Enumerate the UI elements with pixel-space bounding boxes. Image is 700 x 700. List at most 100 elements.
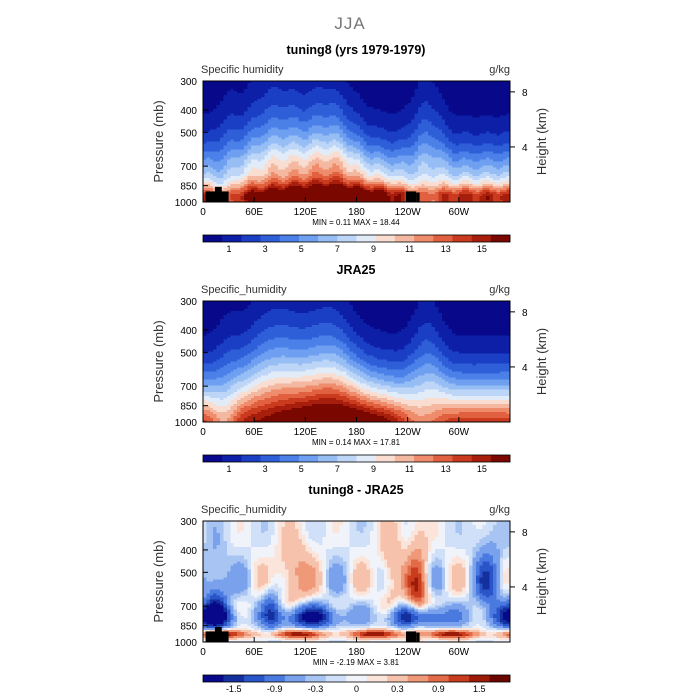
heatmap-cell <box>506 109 511 112</box>
heatmap-cell <box>359 93 364 96</box>
heatmap-cell <box>486 189 490 193</box>
heatmap-cell <box>380 189 385 193</box>
heatmap-cell <box>237 179 241 183</box>
heatmap-cell <box>472 113 477 116</box>
heatmap-cell <box>271 183 276 187</box>
heatmap-cell <box>383 149 388 152</box>
heatmap-cell <box>421 99 426 102</box>
heatmap-cell <box>295 171 299 175</box>
heatmap-cell <box>342 135 347 138</box>
heatmap-cell <box>400 125 405 128</box>
heatmap-cell <box>284 183 289 187</box>
heatmap-cell <box>417 161 422 165</box>
heatmap-cell <box>230 81 235 84</box>
heatmap-cell <box>503 131 507 134</box>
heatmap-cell <box>237 185 241 189</box>
heatmap-cell <box>301 165 306 169</box>
heatmap-cell <box>291 119 296 122</box>
heatmap-cell <box>336 109 340 112</box>
heatmap-cell <box>475 189 480 193</box>
heatmap-cell <box>284 153 289 157</box>
heatmap-cell <box>366 101 371 104</box>
heatmap-cell <box>499 89 504 92</box>
heatmap-cell <box>411 99 415 102</box>
heatmap-cell <box>390 167 395 171</box>
heatmap-cell <box>353 127 357 130</box>
heatmap-cell <box>206 97 211 100</box>
heatmap-cell <box>271 101 276 104</box>
heatmap-cell <box>438 139 443 142</box>
heatmap-cell <box>448 97 453 100</box>
heatmap-cell <box>339 129 344 132</box>
heatmap-cell <box>233 99 238 102</box>
heatmap-cell <box>458 117 463 120</box>
heatmap-cell <box>291 165 296 169</box>
heatmap-cell <box>271 165 276 169</box>
heatmap-cell <box>295 173 299 177</box>
heatmap-cell <box>428 189 432 193</box>
heatmap-cell <box>295 87 299 90</box>
heatmap-cell <box>346 139 351 142</box>
heatmap-cell <box>336 167 340 171</box>
heatmap-cell <box>411 107 415 110</box>
heatmap-cell <box>257 91 262 94</box>
heatmap-cell <box>203 149 207 152</box>
heatmap-cell <box>479 129 484 132</box>
heatmap-cell <box>346 153 351 157</box>
heatmap-cell <box>247 125 252 128</box>
heatmap-cell <box>400 175 405 179</box>
heatmap-cell <box>503 81 507 84</box>
heatmap-cell <box>295 169 299 173</box>
heatmap-cell <box>359 179 364 183</box>
heatmap-cell <box>220 119 224 122</box>
heatmap-cell <box>213 115 218 118</box>
heatmap-cell <box>380 177 385 181</box>
heatmap-cell <box>417 121 422 124</box>
heatmap-cell <box>356 125 361 128</box>
heatmap-cell <box>441 161 446 165</box>
heatmap-cell <box>233 147 238 150</box>
heatmap-cell <box>424 183 429 187</box>
heatmap-cell <box>411 145 415 148</box>
heatmap-cell <box>213 141 218 144</box>
heatmap-cell <box>329 111 334 114</box>
heatmap-cell <box>267 191 272 195</box>
heatmap-cell <box>349 173 354 177</box>
heatmap-cell <box>472 121 477 124</box>
heatmap-cell <box>394 155 398 159</box>
heatmap-cell <box>455 175 460 179</box>
heatmap-cell <box>233 187 238 191</box>
heatmap-cell <box>247 127 252 130</box>
heatmap-cell <box>315 85 320 88</box>
heatmap-cell <box>233 111 238 114</box>
heatmap-cell <box>308 121 313 124</box>
heatmap-cell <box>492 141 497 144</box>
heatmap-cell <box>417 153 422 157</box>
heatmap-cell <box>254 103 258 106</box>
heatmap-cell <box>486 99 490 102</box>
heatmap-cell <box>216 133 221 136</box>
heatmap-cell <box>390 149 395 152</box>
heatmap-cell <box>496 149 501 152</box>
heatmap-cell <box>462 183 467 187</box>
heatmap-cell <box>441 165 446 169</box>
heatmap-cell <box>394 103 398 106</box>
heatmap-cell <box>332 191 337 195</box>
heatmap-cell <box>237 153 241 157</box>
heatmap-cell <box>216 119 221 122</box>
heatmap-cell <box>243 99 248 102</box>
heatmap-cell <box>455 89 460 92</box>
heatmap-cell <box>486 129 490 132</box>
heatmap-cell <box>339 97 344 100</box>
heatmap-cell <box>503 163 507 167</box>
heatmap-cell <box>281 83 286 86</box>
heatmap-cell <box>209 179 214 183</box>
heatmap-cell <box>475 173 480 177</box>
heatmap-cell <box>329 163 334 167</box>
heatmap-cell <box>230 157 235 161</box>
heatmap-cell <box>455 165 460 169</box>
heatmap-cell <box>503 183 507 187</box>
heatmap-cell <box>499 107 504 110</box>
heatmap-cell <box>472 177 477 181</box>
heatmap-cell <box>240 101 245 104</box>
